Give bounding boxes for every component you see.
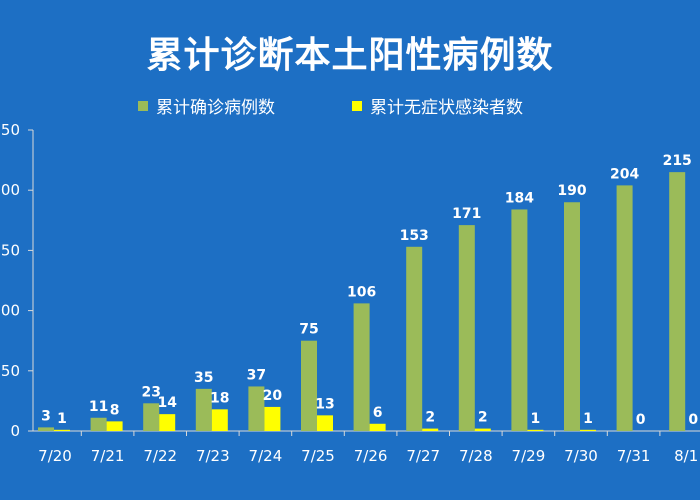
bar-asymptomatic — [527, 429, 544, 431]
bar-confirmed — [616, 185, 633, 431]
bar-confirmed — [143, 403, 160, 431]
data-label-confirmed: 35 — [194, 370, 213, 386]
bar-asymptomatic — [159, 414, 176, 431]
x-tick-label: 7/29 — [512, 447, 546, 465]
data-label-confirmed: 106 — [347, 284, 376, 300]
data-label-asymptomatic: 8 — [110, 402, 120, 418]
bar-confirmed — [90, 417, 107, 431]
x-tick-label: 7/27 — [406, 447, 440, 465]
legend-swatch-confirmed — [138, 101, 148, 111]
x-tick-label: 8/1 — [674, 447, 698, 465]
data-label-asymptomatic: 2 — [425, 410, 435, 426]
x-tick-labels: 7/20 7/21 7/22 7/23 7/24 7/25 7/26 7/27 7/28 7/29… — [38, 447, 698, 465]
bar-confirmed — [195, 388, 212, 431]
bar-asymptomatic — [211, 409, 228, 431]
y-tick-labels: 0 50 100 150 200 250 — [0, 121, 20, 440]
x-tick-label: 7/20 — [38, 447, 72, 465]
data-label-asymptomatic: 1 — [531, 411, 541, 427]
data-label-asymptomatic: 0 — [636, 412, 646, 428]
bar-confirmed — [406, 246, 423, 431]
legend-label-confirmed: 累计确诊病例数 — [156, 98, 275, 118]
data-label-confirmed: 3 — [41, 408, 51, 424]
bar-asymptomatic — [106, 421, 123, 431]
bar-asymptomatic — [422, 428, 439, 431]
y-tick-label: 50 — [1, 362, 20, 380]
legend-item-confirmed: 累计确诊病例数 — [138, 96, 275, 120]
bar-confirmed — [248, 386, 265, 431]
bar-confirmed — [458, 225, 475, 431]
data-labels: 3 111 823143518372075131066153217121841190… — [41, 153, 698, 428]
legend: 累计确诊病例数 累计无症状感染者数 — [0, 96, 700, 120]
y-tick-label: 150 — [0, 241, 20, 259]
data-label-confirmed: 37 — [247, 367, 266, 383]
x-tick-label: 7/21 — [91, 447, 125, 465]
x-tick-label: 7/30 — [564, 447, 598, 465]
data-label-asymptomatic: 18 — [210, 390, 229, 406]
bar-confirmed — [669, 172, 686, 431]
x-tick-label: 7/25 — [301, 447, 335, 465]
data-label-confirmed: 184 — [505, 190, 534, 206]
bar-confirmed — [301, 340, 317, 431]
data-label-confirmed: 204 — [610, 166, 639, 182]
legend-item-asymptomatic: 累计无症状感染者数 — [352, 96, 523, 120]
x-tick-label: 7/24 — [249, 447, 283, 465]
data-label-confirmed: 190 — [557, 183, 586, 199]
bar-confirmed — [38, 427, 54, 431]
data-label-asymptomatic: 1 — [57, 411, 67, 427]
data-label-confirmed: 153 — [400, 228, 429, 244]
bar-asymptomatic — [54, 429, 70, 431]
x-tick-label: 7/28 — [459, 447, 493, 465]
x-tick-label: 7/23 — [196, 447, 230, 465]
y-tick-label: 0 — [10, 422, 20, 440]
bar-asymptomatic — [580, 429, 596, 431]
y-tick-label: 200 — [0, 181, 20, 199]
bar-asymptomatic — [264, 406, 281, 431]
data-label-asymptomatic: 1 — [583, 411, 593, 427]
x-tick-label: 7/26 — [354, 447, 388, 465]
bar-asymptomatic — [317, 415, 333, 431]
x-tick-label: 7/31 — [617, 447, 651, 465]
legend-label-asymptomatic: 累计无症状感染者数 — [370, 98, 523, 118]
legend-swatch-asymptomatic — [352, 101, 362, 111]
data-label-confirmed: 215 — [663, 153, 692, 169]
y-tick-label: 100 — [0, 302, 20, 320]
bar-asymptomatic — [369, 423, 386, 431]
x-tick-label: 7/22 — [143, 447, 177, 465]
bar-confirmed — [564, 202, 580, 431]
data-label-asymptomatic: 20 — [263, 388, 283, 404]
bar-confirmed — [353, 303, 370, 431]
chart-title: 累计诊断本土阳性病例数 — [146, 35, 554, 76]
data-label-asymptomatic: 6 — [373, 405, 383, 421]
data-label-confirmed: 75 — [299, 322, 318, 338]
data-label-asymptomatic: 0 — [688, 412, 698, 428]
y-tick-label: 250 — [0, 121, 20, 139]
bar-asymptomatic — [474, 428, 491, 431]
data-label-asymptomatic: 13 — [315, 396, 334, 412]
bars — [38, 172, 686, 431]
bar-confirmed — [511, 209, 528, 431]
data-label-asymptomatic: 14 — [157, 395, 177, 411]
data-label-confirmed: 23 — [141, 384, 160, 400]
data-label-confirmed: 171 — [452, 206, 481, 222]
data-label-asymptomatic: 2 — [478, 410, 488, 426]
data-label-confirmed: 11 — [89, 399, 108, 415]
